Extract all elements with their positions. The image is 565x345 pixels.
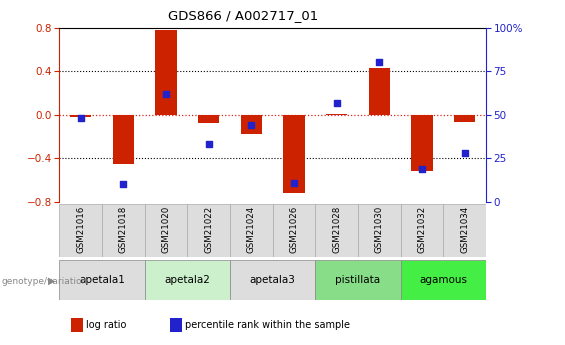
Point xyxy=(460,150,469,156)
Point xyxy=(204,141,213,147)
Text: log ratio: log ratio xyxy=(86,320,127,330)
Bar xyxy=(145,204,187,257)
Text: GDS866 / A002717_01: GDS866 / A002717_01 xyxy=(168,9,318,22)
Text: percentile rank within the sample: percentile rank within the sample xyxy=(185,320,350,330)
Bar xyxy=(59,204,102,257)
Bar xyxy=(368,68,390,115)
Bar xyxy=(102,204,145,257)
Bar xyxy=(70,115,92,117)
Text: GSM21026: GSM21026 xyxy=(289,206,298,253)
Point xyxy=(332,100,341,105)
Bar xyxy=(443,204,486,257)
Text: apetala3: apetala3 xyxy=(250,275,295,285)
Text: GSM21016: GSM21016 xyxy=(76,206,85,253)
Text: GSM21024: GSM21024 xyxy=(247,206,256,253)
Text: pistillata: pistillata xyxy=(336,275,380,285)
Bar xyxy=(401,204,443,257)
Bar xyxy=(283,115,305,193)
Text: GSM21030: GSM21030 xyxy=(375,206,384,253)
Text: agamous: agamous xyxy=(419,275,467,285)
Text: GSM21028: GSM21028 xyxy=(332,206,341,253)
Bar xyxy=(145,260,230,300)
Point xyxy=(289,180,298,185)
Bar xyxy=(230,260,315,300)
Text: genotype/variation: genotype/variation xyxy=(1,277,88,286)
Bar xyxy=(241,115,262,134)
Point xyxy=(162,91,171,97)
Text: apetala2: apetala2 xyxy=(164,275,210,285)
Bar xyxy=(326,114,347,115)
Bar xyxy=(358,204,401,257)
Text: GSM21022: GSM21022 xyxy=(204,206,213,253)
Bar xyxy=(315,204,358,257)
Bar xyxy=(315,260,401,300)
Bar xyxy=(454,115,475,122)
Point xyxy=(418,166,427,171)
Bar xyxy=(230,204,272,257)
Text: ▶: ▶ xyxy=(48,276,55,286)
Bar xyxy=(273,204,315,257)
Bar xyxy=(155,30,177,115)
Bar xyxy=(188,204,230,257)
Point xyxy=(375,60,384,65)
Bar xyxy=(401,260,486,300)
Text: GSM21032: GSM21032 xyxy=(418,206,427,253)
Text: GSM21020: GSM21020 xyxy=(162,206,171,253)
Bar xyxy=(59,260,145,300)
Bar xyxy=(198,115,219,124)
Text: GSM21018: GSM21018 xyxy=(119,206,128,253)
Bar xyxy=(411,115,433,171)
Point xyxy=(247,122,256,128)
Point xyxy=(119,182,128,187)
Text: apetala1: apetala1 xyxy=(79,275,125,285)
Bar xyxy=(112,115,134,164)
Text: GSM21034: GSM21034 xyxy=(460,206,469,253)
Point xyxy=(76,116,85,121)
